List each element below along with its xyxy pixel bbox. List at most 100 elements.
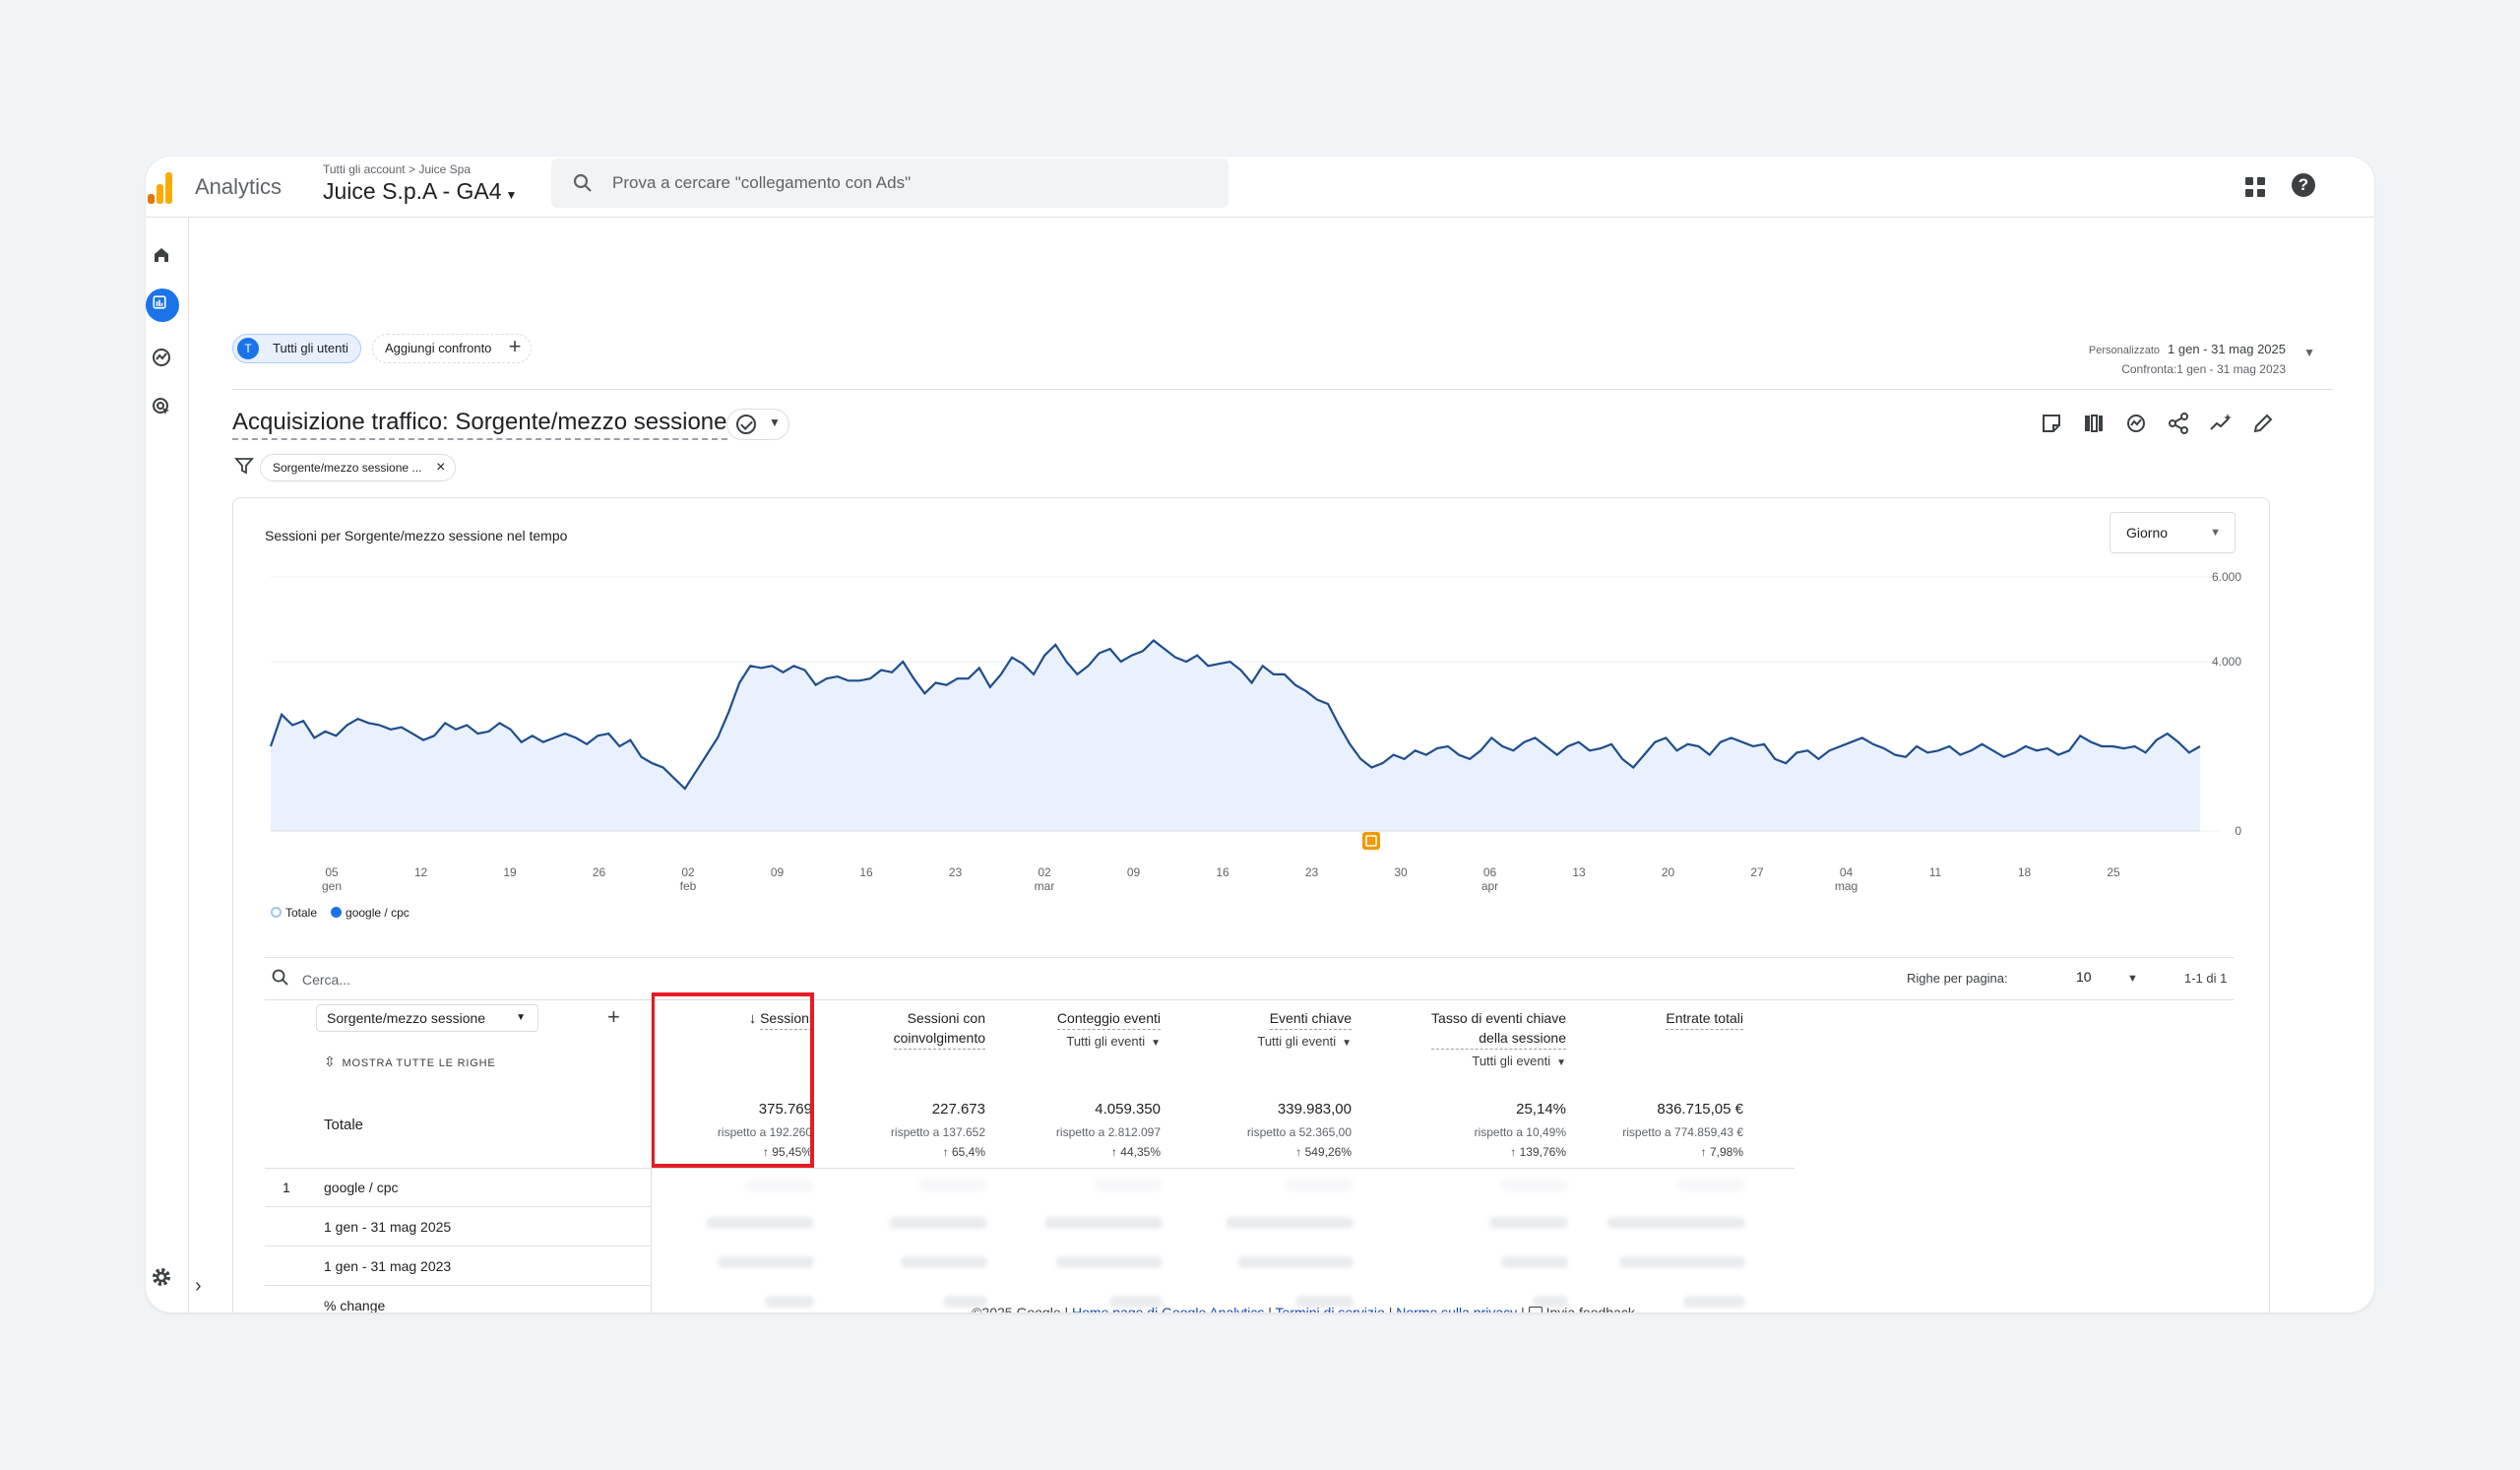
- arrow-down-icon: ↓: [748, 1010, 757, 1027]
- x-tick-label: 09: [1127, 865, 1141, 879]
- total-change: ↑ 549,26%: [1295, 1145, 1352, 1159]
- search-input[interactable]: Prova a cercare "collegamento con Ads": [551, 159, 1228, 208]
- x-tick-label: 02: [681, 865, 695, 879]
- column-header-label: Conteggio eventi: [1056, 1008, 1161, 1030]
- share-icon[interactable]: [2166, 411, 2191, 436]
- legend-item-google-cpc[interactable]: google / cpc: [331, 906, 410, 920]
- table-search-input[interactable]: Cerca...: [265, 957, 2234, 1000]
- gear-icon[interactable]: [148, 1263, 175, 1291]
- y-tick-label: 0: [2235, 824, 2241, 838]
- help-icon[interactable]: ?: [2292, 173, 2315, 197]
- redacted-cell: [943, 1296, 987, 1308]
- home-icon[interactable]: [148, 241, 175, 269]
- table-search-placeholder: Cerca...: [302, 972, 351, 988]
- footer-link-terms[interactable]: Termini di servizio: [1275, 1305, 1385, 1312]
- analytics-logo[interactable]: [148, 170, 175, 204]
- footer-link-privacy[interactable]: Norme sulla privacy: [1396, 1305, 1518, 1312]
- account-breadcrumb[interactable]: Tutti gli account > Juice Spa: [323, 162, 471, 176]
- column-event-filter[interactable]: Tutti gli eventi ▼: [1066, 1034, 1161, 1049]
- report-status-menu[interactable]: [726, 409, 789, 440]
- segment-label: Tutti gli utenti: [273, 341, 348, 355]
- apps-grid-icon[interactable]: [2239, 171, 2269, 201]
- segment-chip-all-users[interactable]: T Tutti gli utenti: [232, 334, 361, 363]
- page-title[interactable]: Acquisizione traffico: Sorgente/mezzo se…: [232, 409, 727, 440]
- redacted-cell: [1607, 1217, 1745, 1229]
- x-tick-label: 16: [1216, 865, 1229, 879]
- column-header-key-events[interactable]: Eventi chiave Tutti gli eventi ▼: [1257, 1008, 1352, 1049]
- column-header-total-revenue[interactable]: Entrate totali: [1666, 1008, 1743, 1030]
- breadcrumb-accounts[interactable]: Tutti gli account: [323, 162, 406, 176]
- legend-item-total[interactable]: Totale: [271, 906, 317, 920]
- insights-icon[interactable]: [2123, 411, 2149, 436]
- note-icon[interactable]: [2039, 411, 2064, 436]
- x-tick-label: 23: [949, 865, 963, 879]
- pencil-icon[interactable]: [2250, 411, 2276, 436]
- column-event-filter[interactable]: Tutti gli eventi ▼: [1257, 1034, 1352, 1049]
- redacted-cell: [1533, 1296, 1568, 1308]
- redacted-cell: [889, 1217, 987, 1229]
- redacted-cell: [1295, 1296, 1354, 1308]
- main-content: T Tutti gli utenti Aggiungi confronto + …: [232, 157, 2374, 1312]
- chevron-down-icon[interactable]: ▼: [2127, 973, 2138, 985]
- show-all-rows-button[interactable]: ⇳ MOSTRA TUTTE LE RIGHE: [324, 1054, 495, 1070]
- plus-icon: +: [508, 334, 522, 358]
- table-row: % change: [265, 1286, 651, 1312]
- column-event-filter[interactable]: Tutti gli eventi ▼: [1472, 1054, 1566, 1068]
- breadcrumb-account[interactable]: Juice Spa: [418, 162, 472, 176]
- footer: ©2025 Google | Home page di Google Analy…: [232, 1305, 2374, 1312]
- total-key-events: 339.983,00 rispetto a 52.365,00 ↑ 549,26…: [1247, 1101, 1352, 1159]
- explore-icon[interactable]: [148, 344, 175, 371]
- show-all-rows-label: MOSTRA TUTTE LE RIGHE: [342, 1057, 496, 1069]
- add-dimension-button[interactable]: +: [607, 1004, 620, 1029]
- table-row[interactable]: 1 google / cpc: [265, 1168, 651, 1207]
- x-tick-label: 06: [1483, 865, 1497, 879]
- redacted-cell: [718, 1256, 814, 1268]
- sessions-column-highlight: [651, 992, 814, 1168]
- redacted-cell: [1683, 1296, 1745, 1308]
- search-icon: [272, 969, 288, 986]
- column-header-event-count[interactable]: Conteggio eventi Tutti gli eventi ▼: [1056, 1008, 1161, 1049]
- add-comparison-button[interactable]: Aggiungi confronto +: [372, 334, 533, 363]
- x-tick-label: 11: [1929, 865, 1942, 879]
- date-compare-value: Confronta:1 gen - 31 mag 2023: [2121, 362, 2286, 376]
- date-range-picker[interactable]: Personalizzato 1 gen - 31 mag 2025: [2089, 342, 2286, 356]
- send-feedback-button[interactable]: Invia feedback: [1528, 1305, 1635, 1312]
- filter-chip[interactable]: Sorgente/mezzo sessione ... ×: [260, 454, 457, 481]
- row-label: 1 gen - 31 mag 2025: [324, 1219, 452, 1235]
- filter-icon: [234, 458, 254, 475]
- breadcrumb-separator: >: [408, 162, 415, 176]
- divider: [232, 389, 2333, 390]
- close-icon[interactable]: ×: [436, 459, 446, 476]
- row-number: 1: [283, 1180, 290, 1195]
- total-change: ↑ 95,45%: [762, 1145, 812, 1159]
- column-header-key-event-rate[interactable]: Tasso di eventi chiave della sessione Tut…: [1431, 1008, 1566, 1068]
- column-header-label: Eventi chiave: [1269, 1008, 1352, 1030]
- rows-per-page-select[interactable]: 10: [2076, 969, 2092, 985]
- redacted-cell: [765, 1296, 814, 1308]
- total-reference: rispetto a 10,49%: [1474, 1125, 1566, 1139]
- reports-icon[interactable]: [146, 288, 179, 322]
- advertising-icon[interactable]: [148, 393, 175, 420]
- column-header-engaged-sessions[interactable]: Sessioni con coinvolgimento: [893, 1008, 985, 1050]
- total-value: 25,14%: [1516, 1101, 1566, 1118]
- dimension-select[interactable]: Sorgente/mezzo sessione ▼: [316, 1004, 538, 1032]
- granularity-select[interactable]: Giorno ▼: [2110, 512, 2236, 553]
- footer-separator: |: [1268, 1305, 1272, 1312]
- x-tick-label: 04: [1840, 865, 1854, 879]
- compare-columns-icon[interactable]: [2081, 411, 2107, 436]
- chevron-down-icon[interactable]: ▼: [2303, 346, 2315, 359]
- chevron-right-icon[interactable]: ›: [195, 1275, 202, 1297]
- segment-avatar: T: [237, 338, 259, 359]
- x-tick-month-label: gen: [322, 879, 342, 893]
- side-nav: [146, 218, 189, 1312]
- check-circle-icon: [736, 415, 756, 434]
- total-reference: rispetto a 2.812.097: [1055, 1125, 1161, 1139]
- x-tick-label: 18: [2018, 865, 2032, 879]
- add-comparison-label: Aggiungi confronto: [385, 341, 492, 355]
- total-event-count: 4.059.350 rispetto a 2.812.097 ↑ 44,35%: [1056, 1101, 1161, 1159]
- property-selector[interactable]: Juice S.p.A - GA4 ▼: [323, 178, 517, 205]
- trend-sparkle-icon[interactable]: [2208, 411, 2234, 436]
- footer-link-home[interactable]: Home page di Google Analytics: [1072, 1305, 1265, 1312]
- column-header-sessions[interactable]: ↓ Sessioni: [749, 1008, 812, 1030]
